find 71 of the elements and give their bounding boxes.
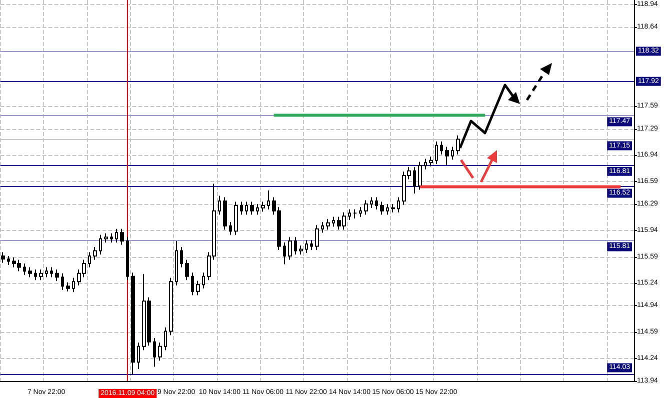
candlestick [23,263,26,276]
candlestick [418,161,422,190]
candlestick [245,201,248,216]
candlestick [391,204,395,213]
candlestick [250,201,254,216]
candlestick [131,272,135,376]
candlestick [137,342,140,370]
candlestick [234,201,238,236]
candlestick [93,246,97,260]
candlestick [99,234,102,255]
candlestick [456,135,460,155]
candlestick [104,232,108,243]
candlestick [288,236,292,260]
candlestick [126,236,129,281]
candlestick [34,269,37,281]
candlestick [223,196,227,230]
candlestick [305,240,308,254]
candlestick [1,252,5,264]
candlestick [218,195,221,216]
candlestick [45,266,48,278]
candlestick [61,272,64,290]
candlestick [451,146,454,160]
candlestick [348,208,351,220]
candlestick [413,166,416,194]
candlestick [50,266,53,278]
candlestick [332,216,335,228]
candlestick [169,277,173,336]
candlestick [39,269,43,281]
candlestick [180,246,183,268]
candlestick [299,244,303,255]
candlestick [261,201,265,212]
candlestick [370,196,373,208]
candlestick [445,146,449,166]
candlestick [191,272,194,296]
candlestick [397,196,400,213]
candlestick [164,327,167,351]
candlestick [7,256,10,266]
candlestick [267,190,270,210]
candlestick [353,208,357,219]
candlestick [158,342,162,362]
candlestick [240,201,243,216]
candlestick [175,240,178,286]
candlestick [435,141,438,165]
candlestick [375,196,378,210]
candlestick [386,204,389,216]
candlestick [55,269,59,282]
candlestick [283,242,286,265]
candlestick [88,252,91,268]
candlestick [359,206,362,218]
candlestick [229,222,232,236]
candlestick [115,228,118,243]
candlestick [153,338,156,368]
candlestick [321,222,324,234]
candlestick [202,272,205,289]
candlestick [256,204,259,216]
candlestick [364,200,368,216]
candlestick [72,277,75,293]
candlestick [315,224,319,250]
candlestick [196,280,200,296]
candlestick [28,266,32,278]
candlestick [110,232,113,243]
candlestick [120,228,124,246]
candlestick [66,282,70,292]
candlestick [440,141,443,155]
candlestick [185,259,189,281]
candlestick [294,236,297,255]
candlestick [424,158,427,170]
candlestick [310,240,313,250]
candlestick [380,201,384,216]
candlestick [429,156,433,167]
candlestick [326,218,330,230]
